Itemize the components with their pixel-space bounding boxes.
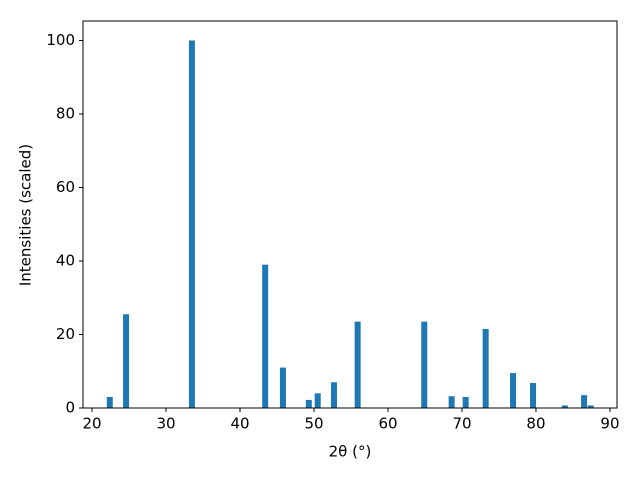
x-tick-label: 30	[156, 415, 175, 433]
bar	[448, 396, 455, 408]
bar	[330, 382, 337, 408]
x-tick-label: 60	[378, 415, 397, 433]
bar	[354, 321, 361, 408]
y-tick-label: 80	[56, 104, 75, 122]
bar	[482, 328, 489, 408]
x-tick-label: 90	[600, 415, 619, 433]
y-tick-label: 0	[65, 399, 75, 417]
bar	[279, 367, 286, 408]
y-tick-label: 60	[56, 178, 75, 196]
x-tick-label: 80	[526, 415, 545, 433]
bar	[587, 405, 594, 408]
bar	[106, 396, 113, 408]
bar	[462, 396, 469, 408]
y-tick-label: 100	[46, 31, 75, 49]
x-tick-label: 70	[452, 415, 471, 433]
bar	[188, 40, 195, 408]
x-tick-label: 20	[82, 415, 101, 433]
y-tick-label: 20	[56, 325, 75, 343]
bar	[581, 395, 588, 408]
x-tick-label: 50	[304, 415, 323, 433]
bar	[421, 321, 428, 408]
bar	[510, 373, 517, 408]
bar	[305, 399, 312, 408]
bar	[561, 405, 568, 408]
bar	[314, 393, 321, 408]
bar	[262, 264, 269, 408]
bar	[123, 314, 130, 408]
x-axis-label: 2θ (°)	[329, 443, 372, 461]
plot-frame	[82, 20, 618, 409]
y-tick-label: 40	[56, 251, 75, 269]
y-axis-label: Intensities (scaled)	[17, 144, 35, 286]
x-tick-label: 40	[230, 415, 249, 433]
bar	[530, 383, 537, 408]
